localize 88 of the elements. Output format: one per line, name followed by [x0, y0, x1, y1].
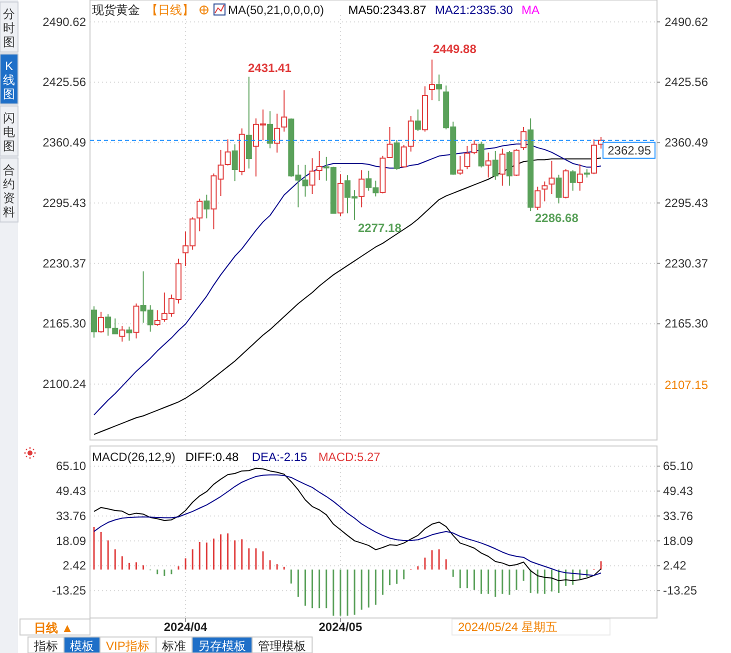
y-tick-label: -13.25 [52, 584, 86, 598]
y-tick-label: 2295.43 [42, 196, 86, 210]
annotation: 2449.88 [433, 42, 477, 56]
text: K线图 [3, 59, 15, 101]
text: VIP指标 [106, 639, 150, 653]
candlestick [204, 194, 210, 219]
text: 管理模板 [258, 639, 306, 653]
candlestick [534, 186, 541, 210]
candlestick [112, 318, 118, 334]
candlestick [126, 326, 132, 342]
candlestick [436, 74, 442, 102]
y2-tick-label: 2.42 [663, 558, 687, 573]
y-tick-label: 2.42 [62, 558, 86, 573]
annotation: MA [522, 3, 540, 17]
x-tick-label: 2024/04 [164, 620, 208, 634]
y2-tick-label: 2165.30 [664, 316, 708, 331]
text: 指标 [33, 639, 58, 653]
chart-title: 现货黄金 [92, 3, 140, 17]
annotation: 2431.41 [248, 61, 292, 75]
y-tick-label: 2360.49 [42, 136, 86, 150]
y-tick-label: 18.09 [56, 534, 86, 548]
text: 标准 [161, 639, 186, 653]
candlestick [281, 90, 288, 132]
candlestick [119, 326, 126, 342]
candlestick [274, 113, 280, 154]
text: 合约资料 [3, 163, 15, 219]
y2-tick-label: 65.10 [663, 459, 694, 474]
candlestick [232, 144, 238, 182]
text: 日线 ▲ [34, 621, 74, 635]
text: 2024/05/24 星期五 [458, 620, 558, 634]
candlestick [267, 110, 274, 149]
candlestick [492, 150, 498, 180]
text: 2107.15 [664, 378, 708, 392]
candlestick [485, 152, 492, 178]
candlestick [457, 155, 464, 176]
candlestick [464, 145, 470, 170]
y-tick-label: 65.10 [56, 459, 86, 474]
y-tick-label: 2230.37 [42, 256, 86, 270]
text: MACD:5.27 [318, 450, 381, 464]
text: 模板 [70, 639, 94, 653]
legend-title: MA(50,21,0,0,0,0) [228, 3, 324, 17]
candlestick [499, 148, 506, 186]
series-label: DIFF:0.48 [185, 450, 240, 464]
y2-tick-label: 2230.37 [664, 256, 708, 270]
y-tick-label: 2165.30 [42, 316, 86, 331]
candlestick [246, 76, 252, 169]
ref-line-label: 2362.95 [608, 143, 652, 158]
y2-tick-label: 18.09 [663, 534, 694, 548]
text: MA21:2335.30 [434, 3, 514, 17]
candlestick [91, 306, 97, 338]
y-tick-label: 2490.62 [42, 14, 86, 29]
y2-tick-label: 2490.62 [664, 14, 708, 29]
candlestick [154, 310, 160, 326]
y2-tick-label: -13.25 [663, 584, 698, 598]
y-tick-label: 2100.24 [42, 377, 86, 392]
annotation: 2277.18 [358, 221, 402, 235]
chart-subtitle: 【日线】 [146, 3, 194, 17]
candlestick [196, 198, 203, 232]
candlestick [478, 141, 484, 168]
candlestick [429, 59, 435, 101]
candlestick [570, 170, 576, 192]
candlestick [471, 140, 478, 155]
text: 闪电图 [3, 111, 15, 153]
y-tick-label: 2425.56 [42, 75, 86, 90]
candlestick [520, 126, 527, 150]
y2-tick-label: 2295.43 [664, 196, 708, 210]
y-tick-label: 49.43 [56, 484, 86, 498]
candlestick [105, 314, 112, 336]
y-tick-label: 33.76 [56, 508, 86, 523]
candlestick [542, 180, 548, 202]
text: MA50:2343.87 [348, 3, 427, 17]
candlestick [556, 174, 562, 204]
candlestick [548, 160, 555, 194]
candlestick [576, 164, 583, 192]
x-tick-label: 2024/05 [318, 620, 362, 634]
text: 另存模板 [198, 639, 246, 653]
y2-tick-label: 2360.49 [664, 136, 708, 150]
text: 分时图 [3, 7, 15, 49]
chart-title: MACD(26,12,9) [92, 450, 176, 464]
y2-tick-label: 33.76 [663, 508, 694, 523]
candlestick [358, 170, 365, 208]
candlestick [414, 108, 421, 132]
y2-tick-label: 2425.56 [664, 75, 708, 90]
series-label: DEA:-2.15 [252, 450, 308, 464]
y2-tick-label: 49.43 [663, 484, 694, 498]
annotation: 2286.68 [535, 211, 579, 225]
candlestick [98, 311, 104, 334]
candlestick [506, 150, 512, 186]
